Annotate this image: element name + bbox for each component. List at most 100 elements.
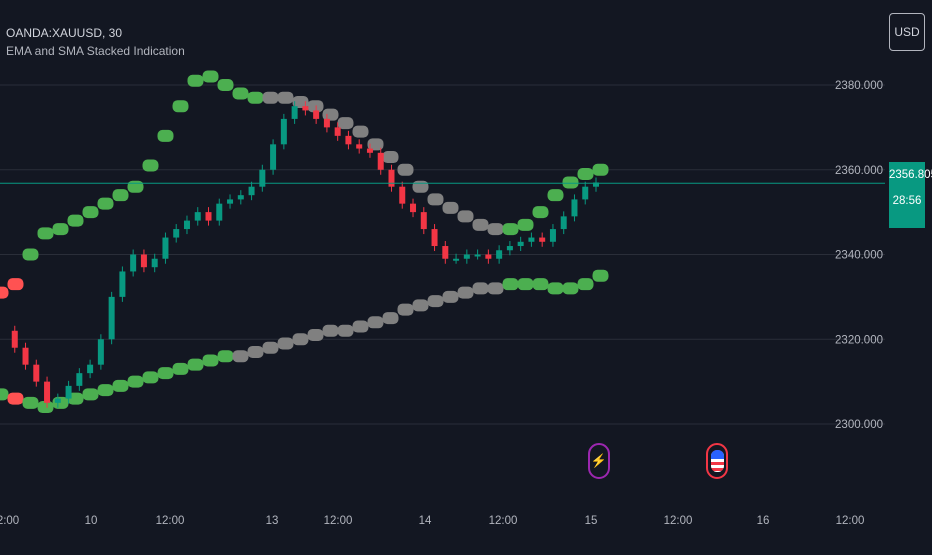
band-segment [352, 320, 369, 333]
band-segment [127, 180, 144, 193]
band-segment [532, 206, 549, 219]
price-axis-label: 2360.000 [835, 165, 883, 177]
candle-body [291, 106, 298, 119]
time-axis-label: 16 [757, 515, 770, 527]
candle-body [183, 220, 190, 230]
band-segment [577, 278, 594, 291]
band-segment [82, 388, 99, 401]
band-segment [517, 218, 534, 231]
band-segment [577, 167, 594, 180]
band-segment [127, 375, 144, 388]
band-segment [232, 87, 249, 100]
candle-body [496, 250, 503, 259]
candle-body [506, 246, 513, 251]
candle-body [410, 203, 417, 213]
band-segment [457, 210, 474, 223]
band-segment [517, 278, 534, 291]
candle-body [280, 118, 287, 145]
band-segment [322, 108, 339, 121]
candle-body [463, 254, 470, 259]
band-segment [427, 295, 444, 308]
band-segment [172, 362, 189, 375]
currency-button[interactable]: USD [889, 13, 925, 51]
band-segment [307, 100, 324, 113]
us-flag-event-icon[interactable] [706, 443, 728, 479]
band-segment [97, 384, 114, 397]
band-segment [502, 278, 519, 291]
band-segment [592, 163, 609, 176]
price-axis-label: 2340.000 [835, 250, 883, 262]
candle-body [442, 246, 449, 259]
candle-body [377, 152, 384, 170]
band-segment [427, 193, 444, 206]
candle-body [173, 229, 180, 238]
band-segment [97, 197, 114, 210]
band-segment [142, 371, 159, 384]
band-segment [352, 125, 369, 138]
band-segment [292, 333, 309, 346]
candle-body [334, 127, 341, 136]
band-segment [22, 248, 39, 261]
candle-body [76, 373, 83, 386]
candle-body [528, 237, 535, 242]
candle-body [313, 110, 320, 119]
time-axis-label: 10 [85, 515, 98, 527]
axis-layer: 2380.000 2360.000 2340.000 2320.000 2300.000… [0, 80, 883, 527]
candle-body [593, 182, 599, 187]
candle-body [140, 254, 147, 268]
band-segment [487, 223, 504, 236]
candle-body [560, 216, 567, 230]
candle-body [388, 169, 395, 187]
band-segment [532, 278, 549, 291]
candle-body [345, 135, 352, 145]
band-segment [202, 354, 219, 367]
candle-body [65, 385, 72, 399]
lightning-event-icon[interactable]: ⚡ [588, 443, 610, 479]
band-segment [592, 269, 609, 282]
band-segment [457, 286, 474, 299]
candle-body [130, 254, 137, 272]
symbol-label[interactable]: OANDA:XAUUSD, 30 [6, 26, 123, 40]
band-segment [547, 282, 564, 295]
band-segment [397, 303, 414, 316]
price-axis-label: 2380.000 [835, 80, 883, 92]
band-segment [232, 350, 249, 363]
band-segment [247, 91, 264, 104]
band-segment [472, 218, 489, 231]
candle-body [227, 199, 234, 204]
candle-body [474, 254, 481, 257]
band-segment [277, 337, 294, 350]
candle-layer [11, 101, 599, 408]
band-segment [7, 278, 24, 291]
candle-body [539, 237, 546, 242]
band-segment [502, 223, 519, 236]
band-segment [337, 324, 354, 337]
band-segment [202, 70, 219, 83]
time-axis-label: 12:00 [324, 515, 353, 527]
band-segment [487, 282, 504, 295]
time-axis-label: 15 [585, 515, 598, 527]
band-segment [382, 151, 399, 164]
time-axis-label: 2:00 [0, 515, 19, 527]
candle-body [205, 212, 212, 221]
candle-body [237, 195, 244, 200]
band-segment [112, 189, 129, 202]
candle-body [259, 169, 266, 187]
band-segment [217, 79, 234, 91]
price-axis-label: 2320.000 [835, 334, 883, 346]
chart-legend: OANDA:XAUUSD, 30 EMA and SMA Stacked Ind… [6, 24, 185, 60]
band-segment [412, 299, 429, 312]
band-segment [187, 358, 204, 371]
indicator-label[interactable]: EMA and SMA Stacked Indication [6, 44, 185, 58]
candle-body [302, 106, 309, 111]
band-segment [382, 312, 399, 325]
candle-body [453, 258, 460, 261]
candle-body [54, 398, 61, 403]
band-segment [172, 100, 189, 113]
candle-body [108, 296, 115, 340]
candle-body [216, 203, 223, 221]
band-segment [7, 392, 24, 405]
candle-body [33, 364, 40, 382]
